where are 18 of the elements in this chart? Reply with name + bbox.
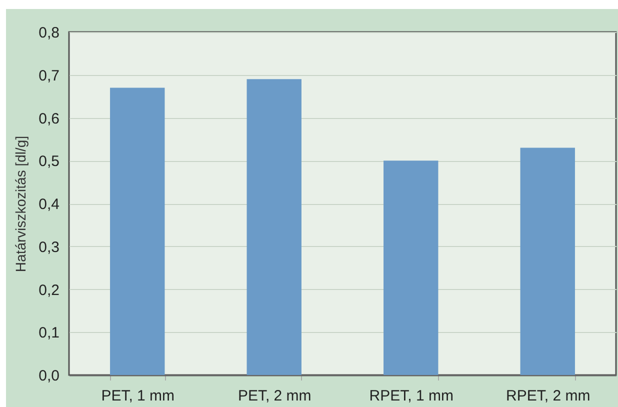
y-tick-label: 0,4 — [38, 196, 60, 213]
y-tick-label: 0,7 — [38, 67, 60, 84]
bar — [246, 79, 302, 375]
y-tick-label: 0,3 — [38, 238, 60, 256]
y-tick-label: 0,8 — [38, 24, 60, 42]
x-tick-label: RPET, 2 mm — [506, 388, 590, 404]
y-tick-label: 0,0 — [38, 368, 60, 384]
x-tick-label: RPET, 1 mm — [369, 388, 454, 404]
x-tick-label: PET, 2 mm — [238, 388, 312, 404]
bar — [520, 148, 575, 375]
bar — [110, 88, 165, 375]
y-tick-label: 0,6 — [38, 110, 60, 128]
bar — [384, 160, 438, 375]
y-tick-label: 0,1 — [38, 324, 60, 342]
x-tick-label: PET, 1 mm — [101, 388, 175, 404]
y-tick-label: 0,2 — [38, 282, 60, 299]
y-tick-label: 0,5 — [38, 153, 60, 170]
y-axis-title: Határviszkozitás [dl/g] — [12, 136, 29, 272]
